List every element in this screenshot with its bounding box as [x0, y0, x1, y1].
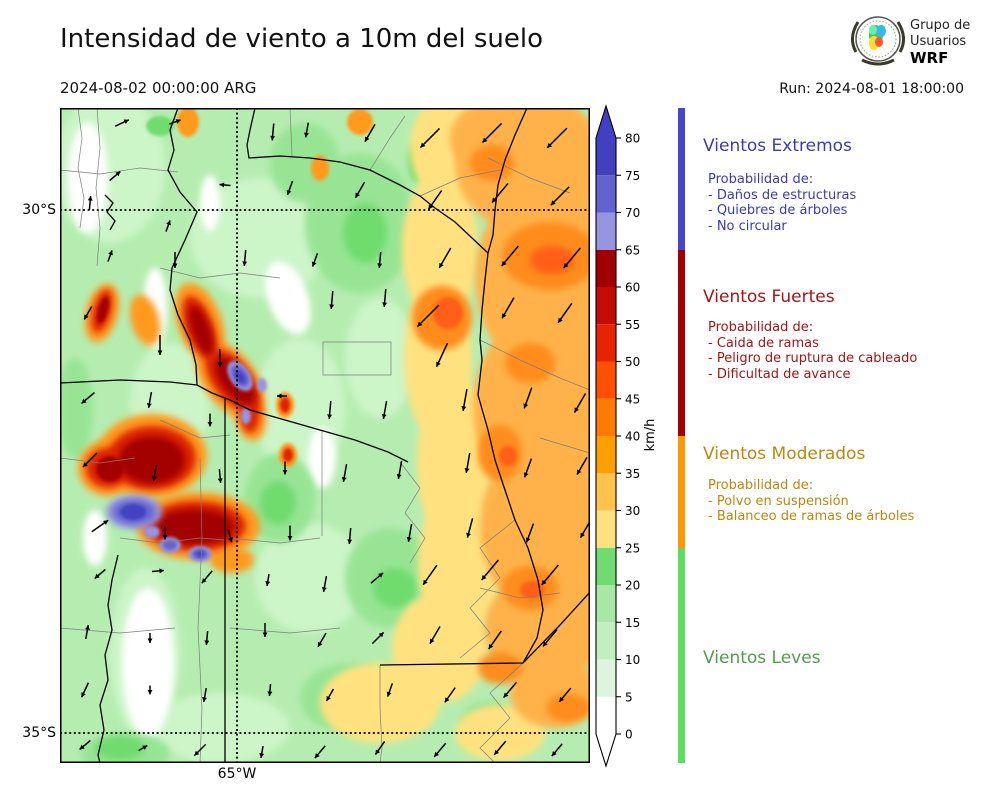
wind-arrows [79, 119, 590, 759]
legend-heading-moderados: Vientos Moderados [703, 444, 866, 464]
colorbar-tick-label: 15 [625, 616, 640, 630]
logo-map-blob [869, 25, 886, 50]
legend-body-moderados: Probabilidad de: - Polvo en suspensión - B… [708, 478, 914, 525]
wind-map [60, 108, 590, 763]
legend-body-line: - Balanceo de ramas de árboles [708, 509, 915, 524]
colorbar-tick-label: 50 [625, 355, 640, 369]
colorbar-tick-label: 55 [625, 318, 640, 332]
colorbar-tick-label: 0 [625, 728, 633, 742]
legend-body-line: Probabilidad de: [708, 320, 814, 335]
logo-line1: Grupo de [910, 18, 971, 33]
page-title: Intensidad de viento a 10m del suelo [60, 24, 544, 54]
graticule-dotted-lines [60, 108, 590, 763]
colorbar-tick-label: 75 [625, 169, 640, 183]
map-frame [60, 108, 590, 763]
colorbar-tick-label: 80 [625, 132, 640, 146]
legend-heading-leves: Vientos Leves [703, 648, 821, 668]
logo-line3: WRF [910, 49, 949, 67]
logo-text: Grupo de Usuarios WRF [910, 18, 970, 66]
legend-heading-extremos: Vientos Extremos [703, 136, 852, 156]
legend-body-line: - Polvo en suspensión [708, 493, 849, 509]
legend-body-line: - Dificultad de avance [708, 366, 851, 382]
legend-body-line: - No circular [708, 218, 787, 234]
colorbar-tick-label: 70 [625, 206, 640, 220]
colorbar-tick-label: 30 [625, 504, 640, 518]
colorbar-tick-label: 40 [625, 430, 640, 444]
legend-body-line: - Daños de estructuras [708, 187, 857, 203]
laurel-bottom [861, 58, 895, 66]
legend-body-extremos: Probabilidad de: - Daños de estructuras - … [708, 172, 856, 234]
wrf-users-group-logo-icon [851, 16, 905, 66]
boundary-lines [60, 108, 590, 763]
colorbar-tick-label: 35 [625, 467, 640, 481]
legend-heading-fuertes: Vientos Fuertes [703, 287, 835, 307]
xtick-65W: 65°W [217, 766, 257, 782]
laurel-left [851, 21, 860, 53]
legend-strip-segment [678, 547, 685, 763]
legend-body-line: - Quiebres de árboles [708, 203, 848, 218]
colorbar-tick-label: 60 [625, 281, 640, 295]
colorbar-tick-label: 10 [625, 653, 640, 667]
colorbar-tick-label: 5 [625, 690, 633, 704]
legend-strip-segment [678, 249, 685, 436]
colorbar-over-arrow [596, 106, 616, 138]
logo-line2: Usuarios [910, 34, 967, 49]
colorbar-unit-label: km/h [643, 419, 658, 452]
legend-strip-segment [678, 436, 685, 548]
valid-datetime-label: 2024-08-02 00:00:00 ARG [60, 79, 257, 97]
legend-strip-segment [678, 108, 685, 250]
colorbar-tick-label: 25 [625, 541, 640, 555]
colorbar-under-arrow [596, 734, 616, 766]
colorbar-tick-label: 65 [625, 243, 640, 257]
legend-body-line: - Peligro de ruptura de cableado [708, 351, 918, 366]
legend-body-line: Probabilidad de: [708, 478, 814, 493]
legend-body-line: Probabilidad de: [708, 172, 814, 187]
ytick-35S: 35°S [22, 725, 56, 741]
legend-body-fuertes: Probabilidad de: - Caida de ramas - Peligr… [708, 320, 917, 382]
colorbar-tick-label: 20 [625, 579, 640, 593]
model-run-label: Run: 2024-08-01 18:00:00 [779, 81, 964, 97]
legend-body-line: - Caida de ramas [708, 335, 819, 351]
wind-field-layer [60, 108, 590, 763]
colorbar-tick-label: 45 [625, 392, 640, 406]
laurel-right [896, 21, 905, 53]
colorbar: 0 5 10 15 20 25 30 35 40 45 50 55 60 65 70 75 80 km/h [595, 104, 658, 768]
ytick-30S: 30°S [22, 202, 56, 218]
